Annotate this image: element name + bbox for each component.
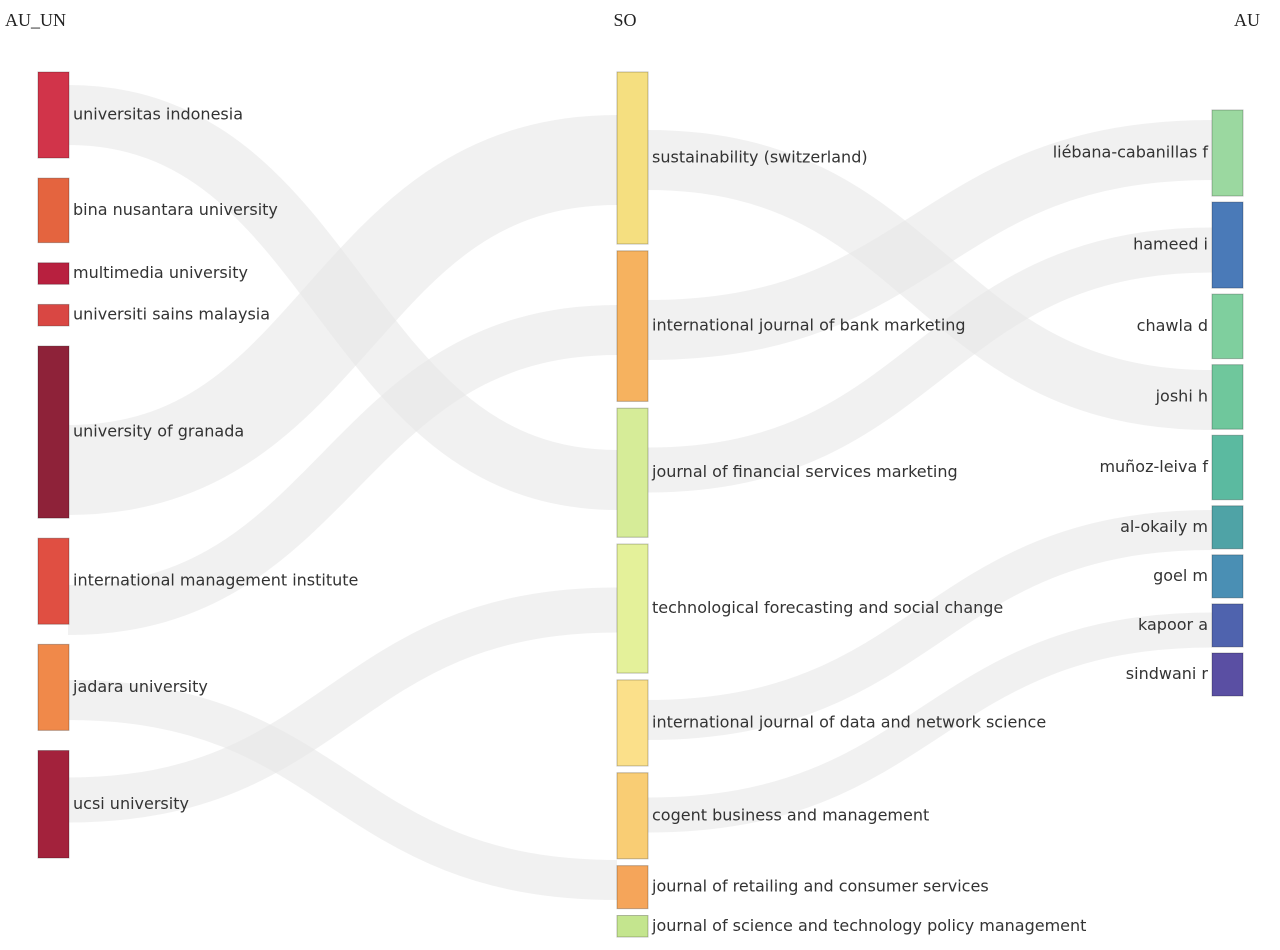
node [37, 643, 70, 731]
node [616, 772, 649, 860]
link [67, 587, 618, 823]
link [67, 680, 618, 900]
node-label: universitas indonesia [73, 105, 243, 124]
node-label: cogent business and management [652, 805, 929, 824]
node [1211, 554, 1244, 599]
node [1211, 603, 1244, 648]
node [1211, 434, 1244, 501]
node [37, 177, 70, 244]
links [67, 85, 1213, 900]
node-label: liébana-cabanillas f [1053, 143, 1209, 162]
node-label: sustainability (switzerland) [652, 148, 868, 167]
node-label: international management institute [73, 571, 358, 590]
node-label: sindwani r [1126, 664, 1209, 683]
column-title: AU [1234, 10, 1260, 30]
node-label: chawla d [1137, 316, 1208, 335]
node [1211, 505, 1244, 550]
node [37, 71, 70, 159]
column-title: SO [613, 10, 636, 30]
node-label: hameed i [1133, 235, 1208, 254]
node-label: universiti sains malaysia [73, 305, 270, 324]
node [37, 303, 70, 327]
node [616, 543, 649, 674]
node-label: international journal of bank marketing [652, 316, 966, 335]
node [37, 537, 70, 625]
column-title: AU_UN [5, 10, 66, 30]
node [1211, 652, 1244, 697]
link [647, 510, 1213, 740]
node-label: al-okaily m [1120, 517, 1208, 536]
node [1211, 293, 1244, 360]
link [647, 612, 1213, 833]
node-label: bina nusantara university [73, 200, 278, 219]
node-label: journal of retailing and consumer servic… [651, 877, 989, 896]
node-label: technological forecasting and social cha… [652, 598, 1003, 617]
node [616, 250, 649, 402]
link [67, 115, 618, 515]
node [616, 679, 649, 767]
node-label: journal of science and technology policy… [651, 916, 1086, 935]
node [616, 71, 649, 245]
node-label: multimedia university [73, 263, 248, 282]
node [616, 865, 649, 910]
node [37, 262, 70, 285]
node-label: international journal of data and networ… [652, 712, 1046, 731]
node-label: university of granada [73, 422, 244, 441]
node-label: muñoz-leiva f [1099, 457, 1208, 476]
node-label: goel m [1153, 566, 1208, 585]
node [37, 750, 70, 859]
link [67, 305, 618, 635]
node [1211, 201, 1244, 289]
node-label: journal of financial services marketing [651, 462, 958, 481]
node [1211, 109, 1244, 197]
node-label: ucsi university [73, 794, 189, 813]
node-label: kapoor a [1138, 615, 1208, 634]
node-label: joshi h [1155, 386, 1208, 405]
link [647, 227, 1213, 493]
node [616, 407, 649, 538]
link [647, 120, 1213, 360]
node [1211, 364, 1244, 430]
node [616, 915, 649, 938]
node-label: jadara university [72, 677, 208, 696]
node [37, 345, 70, 519]
link [647, 130, 1213, 430]
